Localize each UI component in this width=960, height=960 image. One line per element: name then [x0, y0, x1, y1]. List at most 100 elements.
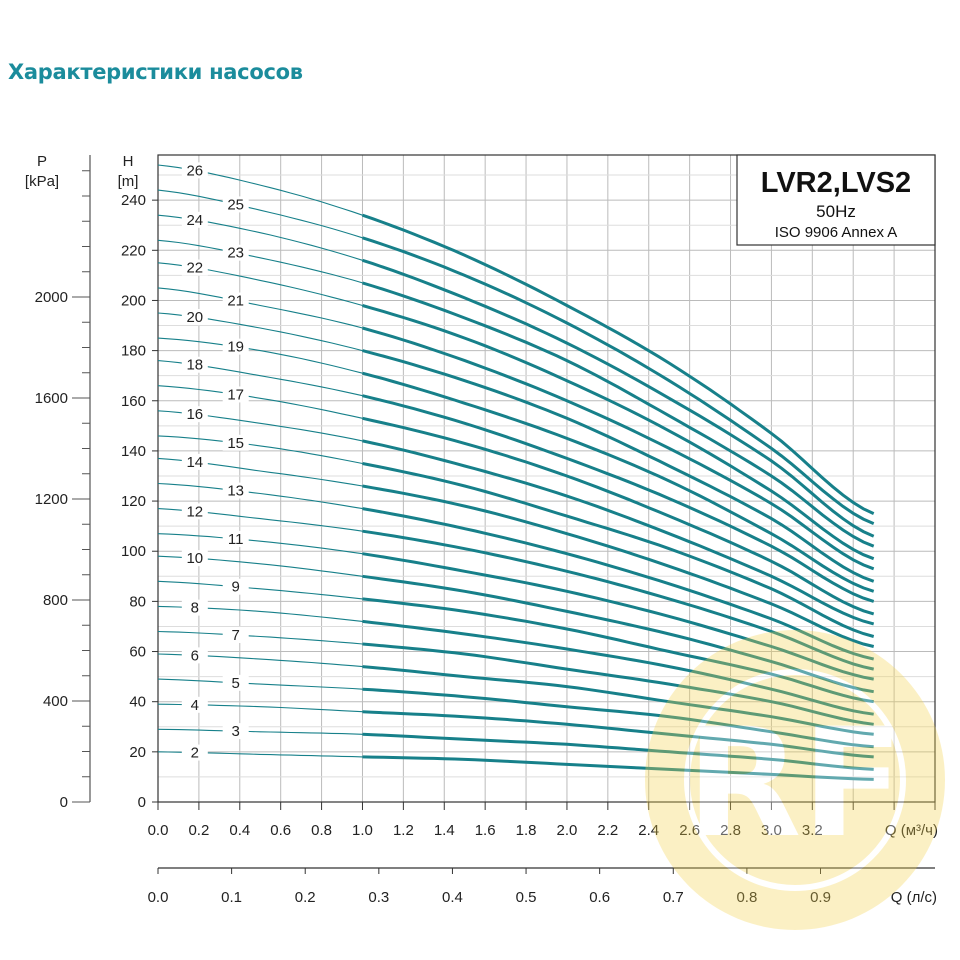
axes: 020406080100120140160180200220240H[m]040…	[25, 153, 938, 906]
plot-frame	[157, 154, 936, 803]
watermark: RF	[645, 630, 945, 930]
curve-25	[362, 236, 875, 525]
x2-axis-label: Q (л/с)	[891, 889, 937, 906]
curve-label-bg	[181, 599, 208, 616]
curve-label-bg	[181, 162, 208, 179]
curve-label-25: 25	[227, 196, 244, 213]
curve-20	[362, 349, 875, 583]
x-tick-label: 0.4	[229, 822, 250, 839]
legend-standard: ISO 9906 Annex A	[775, 224, 898, 241]
curve-label-bg	[222, 578, 249, 595]
x-tick-label: 2.8	[720, 822, 741, 839]
svg-text:RF: RF	[686, 697, 904, 871]
curve-label-13: 13	[227, 483, 244, 500]
x-tick-label: 0.0	[148, 822, 169, 839]
y-axis-unit: [m]	[118, 173, 139, 190]
x-tick-label: 3.0	[761, 822, 782, 839]
curve-label-17: 17	[227, 386, 244, 403]
curve-label-bg	[181, 550, 208, 567]
curve-9	[362, 597, 874, 704]
y-tick-label: 180	[121, 343, 146, 360]
legend-box: LVR2,LVS2 50Hz ISO 9906 Annex A	[736, 154, 936, 246]
curve-label-bg	[181, 647, 208, 664]
y-tick-label: 220	[121, 242, 146, 259]
curve-thin-9	[157, 580, 363, 600]
curve-label-bg	[222, 386, 249, 403]
curve-label-26: 26	[186, 162, 203, 179]
curve-label-5: 5	[232, 675, 240, 692]
x-tick-label: 2.4	[638, 822, 659, 839]
curve-18	[362, 394, 875, 603]
x-tick-label: 0.2	[188, 822, 209, 839]
curve-label-12: 12	[186, 503, 203, 520]
curve-label-9: 9	[232, 579, 240, 596]
curve-label-11: 11	[228, 531, 244, 548]
curve-16	[362, 439, 875, 626]
curve-thin-11	[157, 533, 363, 555]
curve-label-bg	[222, 627, 249, 644]
x-tick-label: 1.6	[475, 822, 496, 839]
p-tick-label: 1600	[35, 390, 68, 407]
y-tick-label: 200	[121, 292, 146, 309]
curve-label-2: 2	[191, 745, 199, 762]
curve-22	[362, 304, 875, 561]
x2-tick-label: 0.4	[442, 889, 463, 906]
y-tick-label: 160	[121, 393, 146, 410]
y-axis-label: H	[123, 153, 134, 170]
curve-thin-13	[157, 482, 363, 510]
x2-tick-label: 0.8	[736, 889, 757, 906]
p-tick-label: 0	[60, 794, 68, 811]
curve-label-bg	[222, 292, 249, 309]
x2-tick-label: 0.2	[295, 889, 316, 906]
curve-11	[362, 552, 874, 681]
curve-label-23: 23	[227, 245, 244, 262]
curve-label-bg	[181, 406, 208, 423]
curve-label-7: 7	[232, 627, 240, 644]
p-tick-label: 400	[43, 693, 68, 710]
y-tick-label: 120	[121, 493, 146, 510]
curve-label-21: 21	[227, 293, 244, 310]
p-tick-label: 1200	[35, 491, 68, 508]
x2-tick-label: 0.1	[221, 889, 242, 906]
curve-label-bg	[181, 453, 208, 470]
page-title: Характеристики насосов	[8, 60, 303, 84]
x2-tick-label: 0.9	[810, 889, 831, 906]
y-tick-label: 80	[129, 593, 146, 610]
curve-19	[362, 371, 875, 593]
curve-thin-5	[157, 678, 363, 690]
y-tick-label: 240	[121, 192, 146, 209]
curve-label-4: 4	[191, 697, 199, 714]
curve-17	[362, 416, 875, 616]
x-tick-label: 1.0	[352, 822, 373, 839]
curve-15	[362, 462, 875, 638]
curve-thin-19	[157, 337, 363, 374]
curve-14	[362, 484, 875, 648]
curve-thin-23	[157, 239, 363, 284]
curve-label-bg	[181, 211, 208, 228]
curve-thin-3	[157, 728, 363, 735]
y-tick-label: 100	[121, 543, 146, 560]
curve-label-bg	[222, 244, 249, 261]
curve-label-bg	[181, 696, 208, 713]
y-tick-label: 40	[129, 694, 146, 711]
curve-label-bg	[222, 674, 249, 691]
curve-6	[362, 665, 874, 736]
y-tick-label: 20	[129, 744, 146, 761]
curve-label-19: 19	[227, 339, 244, 356]
curve-label-bg	[222, 338, 249, 355]
curve-thin-15	[157, 435, 363, 465]
x2-tick-label: 0.0	[148, 889, 169, 906]
curve-2	[362, 755, 874, 781]
curve-label-22: 22	[186, 260, 203, 277]
curve-26	[362, 213, 875, 515]
legend-frequency: 50Hz	[816, 202, 856, 221]
curve-10	[362, 574, 874, 694]
curve-label-bg	[181, 308, 208, 325]
curve-label-6: 6	[191, 647, 199, 664]
curve-label-bg	[222, 482, 249, 499]
x-tick-label: 1.2	[393, 822, 414, 839]
curve-label-bg	[181, 744, 208, 761]
curve-thin-17	[157, 385, 363, 419]
y-tick-label: 140	[121, 443, 146, 460]
